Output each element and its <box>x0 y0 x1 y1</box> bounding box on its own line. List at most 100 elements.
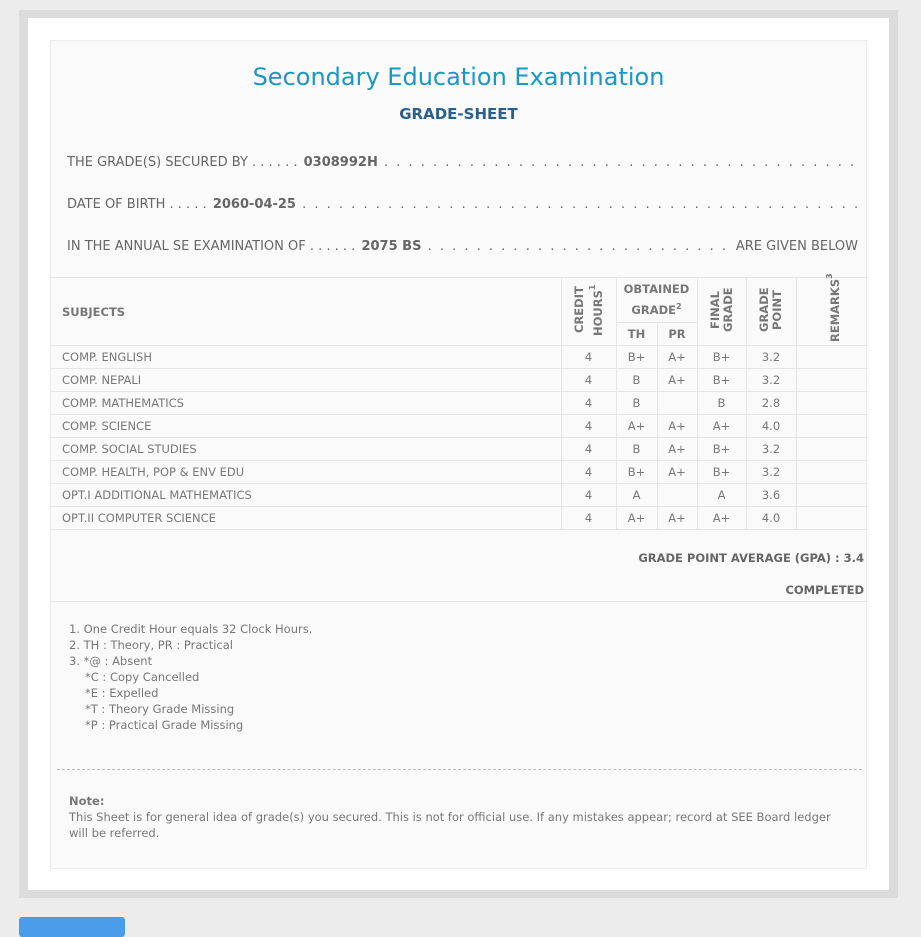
cell-gp: 2.8 <box>745 391 797 415</box>
cell-remarks <box>795 460 868 484</box>
grade-sheet-frame: Secondary Education Examination GRADE-SH… <box>19 10 898 898</box>
dashed-divider <box>57 769 862 770</box>
header-remarks: REMARKS3 <box>795 273 868 346</box>
cell-th: A+ <box>615 506 658 530</box>
table-row: COMP. MATHEMATICS 4 B B 2.8 <box>51 391 868 415</box>
table-row: COMP. HEALTH, POP & ENV EDU 4 B+ A+ B+ 3.2 <box>51 460 868 484</box>
table-row: COMP. ENGLISH 4 B+ A+ B+ 3.2 <box>51 345 868 369</box>
cell-subject: COMP. MATHEMATICS <box>51 391 562 415</box>
cell-remarks <box>795 391 868 415</box>
note: Note: This Sheet is for general idea of … <box>51 793 868 841</box>
cell-th: A+ <box>615 414 658 438</box>
cell-subject: COMP. ENGLISH <box>51 345 562 369</box>
cell-gp: 3.2 <box>745 345 797 369</box>
note-label: Note: <box>69 794 105 808</box>
grade-sheet-inner: Secondary Education Examination GRADE-SH… <box>28 18 889 890</box>
cell-gp: 4.0 <box>745 414 797 438</box>
cell-th: B+ <box>615 345 658 369</box>
exam-year: 2075 BS <box>361 239 422 254</box>
cell-credit: 4 <box>560 437 617 461</box>
cell-remarks <box>795 506 868 530</box>
footnote: 1. One Credit Hour equals 32 Clock Hours… <box>69 622 313 636</box>
cell-pr: A+ <box>656 345 698 369</box>
cell-credit: 4 <box>560 391 617 415</box>
cell-subject: OPT.II COMPUTER SCIENCE <box>51 506 562 530</box>
label: THE GRADE(S) SECURED BY . . . . . . <box>67 155 298 170</box>
header-final-grade: FINAL GRADE <box>696 277 747 346</box>
cell-subject: OPT.I ADDITIONAL MATHEMATICS <box>51 483 562 507</box>
cell-pr <box>656 391 698 415</box>
cell-gp: 3.2 <box>745 368 797 392</box>
cell-gp: 3.2 <box>745 460 797 484</box>
cell-pr: A+ <box>656 506 698 530</box>
page-title: Secondary Education Examination <box>252 63 665 91</box>
cell-pr: A+ <box>656 460 698 484</box>
cell-credit: 4 <box>560 368 617 392</box>
results-section: SUBJECTS CREDIT HOURS1 OBTAINED GRADE2 F… <box>51 273 868 841</box>
footnote: 2. TH : Theory, PR : Practical <box>69 638 233 652</box>
note-text: This Sheet is for general idea of grade(… <box>69 810 831 840</box>
cell-remarks <box>795 483 868 507</box>
header-pr: PR <box>656 321 698 347</box>
label: DATE OF BIRTH . . . . . <box>67 197 207 212</box>
info-exam-line: IN THE ANNUAL SE EXAMINATION OF . . . . … <box>67 239 858 254</box>
divider <box>51 601 868 602</box>
label: IN THE ANNUAL SE EXAMINATION OF . . . . … <box>67 239 356 254</box>
table-row: OPT.II COMPUTER SCIENCE 4 A+ A+ A+ 4.0 <box>51 506 868 530</box>
cell-final: A <box>696 483 747 507</box>
cell-pr: A+ <box>656 437 698 461</box>
footnote: *T : Theory Grade Missing <box>85 702 235 716</box>
footnotes: 1. One Credit Hour equals 32 Clock Hours… <box>51 621 868 733</box>
cell-credit: 4 <box>560 506 617 530</box>
cell-gp: 3.6 <box>745 483 797 507</box>
cell-final: B+ <box>696 345 747 369</box>
cell-th: B <box>615 437 658 461</box>
cell-final: B+ <box>696 437 747 461</box>
footnote: *C : Copy Cancelled <box>85 670 200 684</box>
cell-remarks <box>795 368 868 392</box>
label-tail: ARE GIVEN BELOW <box>735 239 858 254</box>
cell-subject: COMP. SOCIAL STUDIES <box>51 437 562 461</box>
cell-th: A <box>615 483 658 507</box>
cell-final: A+ <box>696 414 747 438</box>
table-row: OPT.I ADDITIONAL MATHEMATICS 4 A A 3.6 <box>51 483 868 507</box>
cell-final: B+ <box>696 460 747 484</box>
info-symbol-line: THE GRADE(S) SECURED BY . . . . . . 0308… <box>67 155 858 170</box>
dots: . . . . . . . . . . . . . . . . . . . . … <box>302 197 858 212</box>
footnote: *E : Expelled <box>85 686 159 700</box>
cell-th: B <box>615 391 658 415</box>
cell-credit: 4 <box>560 460 617 484</box>
cell-remarks <box>795 414 868 438</box>
grades-table: SUBJECTS CREDIT HOURS1 OBTAINED GRADE2 F… <box>51 273 868 530</box>
table-row: COMP. SOCIAL STUDIES 4 B A+ B+ 3.2 <box>51 437 868 461</box>
cell-pr: A+ <box>656 368 698 392</box>
result-status: COMPLETED <box>785 583 864 597</box>
header-obtained-grade: OBTAINED GRADE2 <box>615 277 698 323</box>
action-button[interactable] <box>19 917 125 937</box>
cell-th: B+ <box>615 460 658 484</box>
cell-remarks <box>795 345 868 369</box>
cell-pr: A+ <box>656 414 698 438</box>
footnote: 3. *@ : Absent <box>69 654 153 668</box>
date-of-birth: 2060-04-25 <box>212 197 296 212</box>
cell-pr <box>656 483 698 507</box>
cell-credit: 4 <box>560 414 617 438</box>
table-row: COMP. SCIENCE 4 A+ A+ A+ 4.0 <box>51 414 868 438</box>
grade-sheet-card: Secondary Education Examination GRADE-SH… <box>50 40 868 869</box>
header-subjects: SUBJECTS <box>51 277 562 346</box>
cell-remarks <box>795 437 868 461</box>
info-dob-line: DATE OF BIRTH . . . . . 2060-04-25 . . .… <box>67 197 858 212</box>
cell-final: B <box>696 391 747 415</box>
dots: . . . . . . . . . . . . . . . . . . . . … <box>383 155 858 170</box>
gpa: GRADE POINT AVERAGE (GPA) : 3.4 <box>638 551 864 565</box>
page-subtitle: GRADE-SHEET <box>399 105 518 123</box>
cell-credit: 4 <box>560 345 617 369</box>
header-credit-hours: CREDIT HOURS1 <box>560 277 617 346</box>
cell-credit: 4 <box>560 483 617 507</box>
cell-subject: COMP. NEPALI <box>51 368 562 392</box>
cell-subject: COMP. SCIENCE <box>51 414 562 438</box>
header-grade-point: GRADE POINT <box>745 277 797 346</box>
cell-th: B <box>615 368 658 392</box>
symbol-number: 0308992H <box>303 155 378 170</box>
table-row: COMP. NEPALI 4 B A+ B+ 3.2 <box>51 368 868 392</box>
